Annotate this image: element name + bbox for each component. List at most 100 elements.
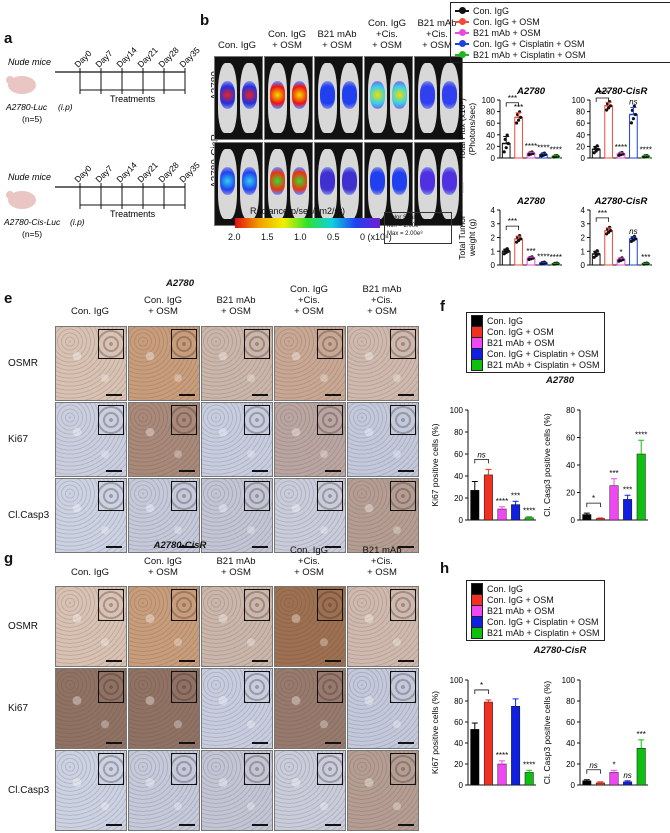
ihc-image-tile [274,668,346,749]
colorbar-tick: 0.5 [327,232,340,242]
mouse-body [268,149,287,219]
colorbar-tick: 0 (x10⁸) [360,232,392,242]
color-scale-max: Max = 2.00e⁸ [387,231,423,237]
chart-h2: 0 20 40 60 80 100 Cl. Casp3 positive cells (%)… [542,676,648,790]
scale-bar [106,742,122,744]
y-tick-label: 40 [486,131,495,140]
bracket-label: ns [477,450,485,459]
ihc-image-tile [201,478,273,553]
bar [524,772,534,786]
luminescence-signal [420,167,435,195]
mouse-body [218,63,237,133]
y-tick-label: 20 [454,494,463,503]
significance-label: **** [496,497,508,506]
colorbar-tick: 2.0 [228,232,241,242]
scale-bar [325,546,341,548]
bracket-label: * [480,681,483,690]
mouse-body [390,149,409,219]
significance-label: *** [511,491,520,500]
ivis-col-head: B21 mAb +Cis. + OSM [417,18,457,51]
legend-swatch [455,17,469,25]
significance-label: *** [526,247,535,256]
ihc-image-tile [347,586,419,667]
significance-label: **** [525,142,537,151]
ihc-zoom-inset [390,671,416,704]
ihc-zoom-inset [244,671,270,704]
luminescence-signal [320,81,335,109]
y-tick-label: 20 [486,142,495,151]
significance-label: **** [496,751,508,760]
legend-main: Con. IgG Con. IgG + OSM B21 mAb + OSM Con. … [450,2,670,63]
bar [582,780,592,786]
timeline-top-label: Nude mice [8,57,51,67]
scale-bar [252,470,268,472]
significance-label: **** [537,252,549,261]
ihc-e-col-head: B21 mAb + OSM [216,295,256,317]
y-tick-label: 60 [486,119,495,128]
significance-label: **** [615,143,627,152]
y-tick-label: 3 [491,220,496,229]
luminescence-signal [392,81,407,109]
mouse-body [290,149,309,219]
ihc-e-col-head: B21 mAb +Cis. + OSM [362,284,402,317]
bracket-label: *** [508,94,517,103]
legend-entry: Con. IgG + Cisplatin + OSM [455,38,670,49]
timeline-bottom-label: Nude mice [8,172,51,182]
ihc-e-col-head: Con. IgG [70,306,110,317]
bracket-label: *** [598,209,607,218]
scale-bar [179,660,195,662]
mouse-body [240,63,259,133]
panel-label-b: b [200,12,210,29]
legend-bar-h: Con. IgG Con. IgG + OSM B21 mAb + OSM Con. … [466,580,605,641]
f-title: A2780 [546,375,574,386]
ihc-image-tile [128,326,200,401]
significance-bracket [595,217,609,222]
y-tick-label: 0 [491,154,496,163]
ihc-g-col-head: B21 mAb +Cis. + OSM [362,545,402,578]
significance-label: *** [637,730,646,739]
ihc-g-col-head: Con. IgG [70,567,110,578]
significance-label: **** [523,507,535,516]
ihc-zoom-inset [317,329,343,359]
ivis-image-tile [414,142,463,226]
timeline-svg: Nude mice A2780-Luc (i.p) (n=5) Day0 Day7… [3,45,200,239]
significance-bracket [595,97,609,102]
bar [483,701,493,786]
y-tick-label: 4 [581,206,586,215]
y-tick-label: 60 [566,718,575,727]
y-tick-label: 60 [454,718,463,727]
panel-label-g: g [4,550,14,567]
scale-bar [325,824,341,826]
ihc-zoom-inset [390,405,416,435]
ihc-zoom-inset [317,753,343,786]
luminescence-signal [242,167,257,195]
scale-bar [179,394,195,396]
significance-bracket [474,459,489,464]
luminescence-signal [342,81,357,109]
ihc-row-label: OSMR [8,358,38,369]
scale-bar [252,742,268,744]
data-point [633,237,638,241]
mouse-body [368,63,387,133]
y-axis-label: Ki67 positive cells (%) [430,423,440,506]
ihc-row-label: Cl.Casp3 [8,510,50,521]
panel-label-e: e [4,290,13,307]
panel-label-a: a [4,30,13,47]
bar [497,508,507,521]
bar [609,772,619,786]
mouse-body [440,149,459,219]
data-point [505,133,509,137]
legend-label: B21 mAb + OSM [487,337,555,348]
y-axis-label: Cl. Casp3 positive cells (%) [542,681,552,785]
scale-bar [325,742,341,744]
timeline-bottom-route: (i.p) [70,217,85,227]
luminescence-signal [320,167,335,195]
legend-entry: B21 mAb + Cisplatin + OSM [471,358,600,371]
significance-label: *** [641,253,650,262]
ihc-zoom-inset [98,671,124,704]
significance-label: **** [537,143,549,152]
scale-bar [106,470,122,472]
ihc-image-tile [128,668,200,749]
